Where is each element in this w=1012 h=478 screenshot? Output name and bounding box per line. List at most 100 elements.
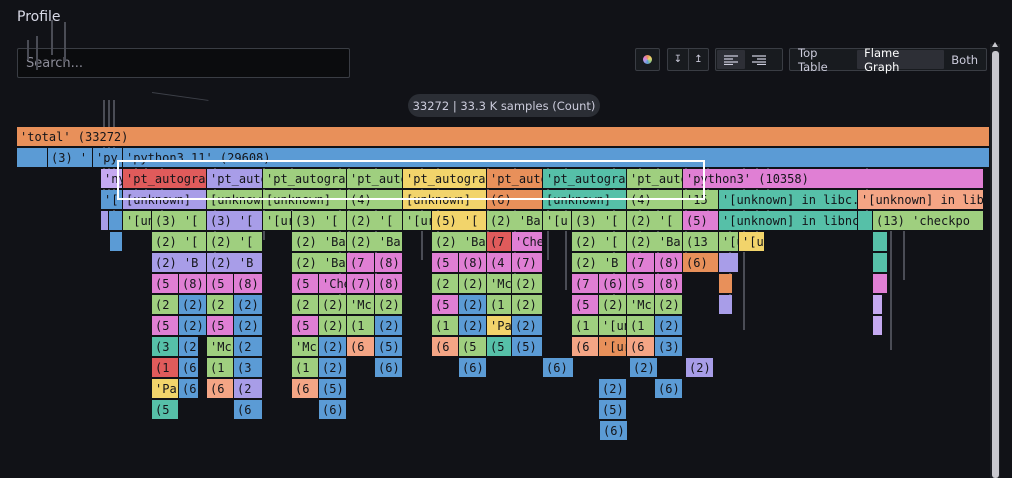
flame-bar[interactable]: (5) [683, 211, 719, 231]
flame-bar[interactable]: (2) [459, 274, 487, 294]
flame-bar[interactable]: '[un [599, 316, 627, 336]
flame-bar[interactable]: (5 [432, 253, 459, 273]
flame-bar[interactable]: (5 [627, 274, 655, 294]
flame-bar[interactable]: '[u [739, 232, 765, 252]
flame-bar[interactable] [873, 253, 888, 273]
flame-bar[interactable]: 'Mc [487, 274, 512, 294]
flame-bar[interactable]: (2) [686, 358, 714, 378]
flame-bar[interactable]: (8) [459, 253, 487, 273]
flame-bar[interactable] [873, 232, 888, 252]
flame-bar[interactable] [719, 295, 733, 315]
flame-bar[interactable]: (2) [599, 295, 627, 315]
flame-bar[interactable]: (2) [655, 295, 683, 315]
search-input[interactable] [17, 48, 350, 78]
flame-bar[interactable]: (4 [487, 253, 512, 273]
flame-bar[interactable]: (3) [655, 337, 683, 357]
flame-bar[interactable]: (2 [292, 295, 319, 315]
flame-bar[interactable]: (2) 'Ba [292, 232, 347, 252]
flame-bar[interactable]: 'pt_auto [487, 169, 543, 189]
flame-bar[interactable]: (5 [152, 400, 179, 420]
flame-bar[interactable] [873, 316, 883, 336]
flame-bar[interactable]: (7 [627, 253, 655, 273]
flame-bar[interactable]: 'pt_autograd [123, 169, 207, 189]
flame-bar[interactable]: (2) 'B [572, 253, 627, 273]
flame-bar[interactable]: (6 [432, 337, 459, 357]
flame-bar[interactable]: (2) [512, 316, 543, 336]
flame-bar[interactable]: (3 [234, 358, 263, 378]
flame-bar[interactable]: (2 [234, 337, 263, 357]
flame-bar[interactable] [873, 274, 888, 294]
flame-bar[interactable]: (6) [600, 421, 628, 441]
flame-bar[interactable]: '[unknown] in libc.s [719, 190, 858, 210]
flame-bar[interactable]: (5) [599, 400, 627, 420]
flame-bar[interactable]: (2) [459, 316, 487, 336]
flame-bar[interactable]: (6) [375, 358, 403, 378]
flame-bar[interactable]: (4) [347, 190, 403, 210]
flame-bar[interactable]: 'python3.11' (29608) [123, 148, 990, 168]
flame-bar[interactable]: '[ [101, 190, 123, 210]
flame-bar[interactable]: (2) 'B [207, 253, 263, 273]
flame-bar[interactable]: (8) [655, 253, 683, 273]
flame-bar[interactable]: 'pt_auto [207, 169, 263, 189]
flame-bar[interactable]: (2) [630, 358, 658, 378]
flame-bar[interactable]: '[ur [599, 337, 627, 357]
flame-bar[interactable]: (1 [572, 316, 599, 336]
flame-bar[interactable]: (2 [152, 295, 179, 315]
flame-bar[interactable]: (6) [683, 253, 719, 273]
flame-bar[interactable]: 'Che [319, 274, 347, 294]
flame-bar[interactable]: 'Mc [207, 337, 234, 357]
flame-bar[interactable]: '[u [543, 211, 572, 231]
flame-bar[interactable]: (1 [207, 358, 234, 378]
flame-bar[interactable]: (7 [347, 253, 375, 273]
flame-bar[interactable] [719, 253, 739, 273]
flame-bar[interactable] [110, 232, 123, 252]
flame-bar[interactable]: 'Mc [292, 337, 319, 357]
flame-bar[interactable] [719, 274, 733, 294]
flame-bar[interactable]: (3) '[ [152, 211, 207, 231]
flame-bar[interactable]: '[unknown] in libnc [719, 211, 858, 231]
flame-bar[interactable]: (2) [319, 337, 347, 357]
flame-bar[interactable]: (3) '[ [572, 211, 627, 231]
flame-bar[interactable]: (2) 'B [152, 253, 207, 273]
flame-bar[interactable]: 'python3' (10358) [683, 169, 984, 189]
flame-bar[interactable]: 'pt_autograd [263, 169, 347, 189]
flame-bar[interactable]: (1 [627, 316, 655, 336]
flame-bar[interactable]: (5 [487, 337, 512, 357]
flame-bar[interactable]: 'pt_autograd [403, 169, 487, 189]
flame-bar[interactable]: (6) [319, 400, 347, 420]
flame-bar[interactable]: (2) '[ [627, 211, 683, 231]
view-both[interactable]: Both [951, 52, 978, 67]
flame-bar[interactable]: '[ur [403, 211, 432, 231]
flame-bar[interactable] [101, 211, 109, 231]
flame-bar[interactable]: (2) [179, 295, 207, 315]
flame-bar[interactable]: (7) [512, 253, 543, 273]
flame-bar[interactable]: (6 [292, 379, 319, 399]
flame-bar[interactable]: (6 [207, 379, 234, 399]
flame-graph[interactable]: 'total' (33272) (3) ''py'python3.11' (296… [17, 20, 990, 478]
flame-bar[interactable]: (2) 'Ba [627, 232, 683, 252]
flame-bar[interactable]: (2 [207, 295, 234, 315]
flame-bar[interactable]: (2) 'Ba [487, 211, 543, 231]
flame-bar[interactable]: (8) [375, 253, 403, 273]
flame-bar[interactable]: (5) [319, 379, 347, 399]
collapse-all-button[interactable]: ↧ [667, 48, 688, 71]
flame-bar[interactable]: [unknown] [543, 190, 627, 210]
flame-bar[interactable]: (2) 'Ba [347, 232, 403, 252]
flame-bar[interactable]: (5) '[ [432, 211, 487, 231]
flame-bar[interactable]: (2) [179, 316, 207, 336]
flame-bar[interactable]: (1 [432, 316, 459, 336]
flame-bar[interactable]: (1 [487, 295, 512, 315]
align-left-button[interactable] [717, 50, 745, 69]
flame-bar[interactable]: (2) [375, 316, 403, 336]
flame-bar[interactable]: (2) '[ [347, 211, 403, 231]
flame-bar[interactable]: [unknown] [207, 190, 263, 210]
flame-bar[interactable]: (8) [234, 274, 263, 294]
view-flame-graph[interactable]: Flame Graph [857, 46, 945, 74]
flame-bar[interactable]: 'pt_auto [347, 169, 403, 189]
flame-bar[interactable]: '[ur [263, 211, 292, 231]
flame-bar[interactable]: (5 [292, 316, 319, 336]
flame-bar[interactable]: (7 [487, 232, 512, 252]
flame-bar[interactable]: 'total' (33272) [17, 127, 990, 147]
flame-bar[interactable]: (6 [179, 379, 199, 399]
flame-bar[interactable]: (2) [319, 358, 347, 378]
